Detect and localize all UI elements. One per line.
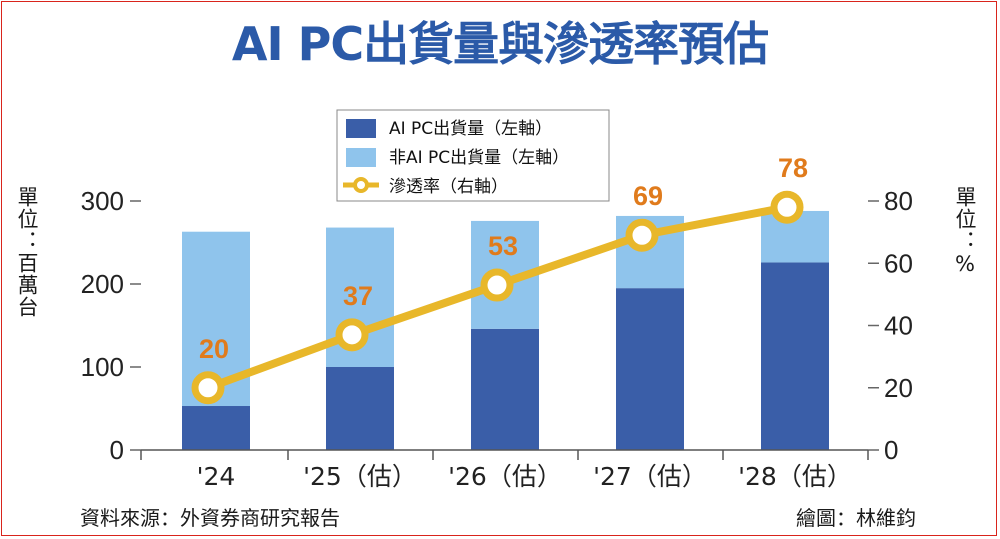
penetration-value-label: 37 bbox=[343, 281, 373, 311]
right-tick-label: 0 bbox=[884, 435, 898, 465]
penetration-value-label: 69 bbox=[633, 181, 663, 211]
left-tick-label: 300 bbox=[81, 186, 124, 216]
left-axis: 0 100 200 300 bbox=[81, 186, 141, 465]
right-axis-label: 單位：% bbox=[953, 186, 977, 277]
chart-title: AI PC出貨量與滲透率預估 bbox=[231, 17, 769, 71]
credit-note: 繪圖：林維鈞 bbox=[796, 506, 916, 530]
penetration-value-label: 20 bbox=[199, 334, 229, 364]
x-category-label: '25（估） bbox=[303, 462, 417, 491]
legend-swatch-non-ai-pc bbox=[346, 148, 376, 167]
legend: AI PC出貨量（左軸） 非AI PC出貨量（左軸） 滲透率（右軸） bbox=[336, 109, 610, 202]
bar-ai-pc bbox=[761, 262, 829, 450]
left-tick-label: 100 bbox=[81, 352, 124, 382]
legend-label: 滲透率（右軸） bbox=[389, 177, 508, 197]
penetration-marker bbox=[480, 268, 514, 302]
left-tick-label: 0 bbox=[110, 435, 124, 465]
penetration-value-label: 78 bbox=[778, 153, 808, 183]
right-tick-label: 20 bbox=[884, 373, 913, 403]
x-axis: '24 '25（估） '26（估） '27（估） '28（估） bbox=[140, 450, 869, 491]
right-tick-label: 60 bbox=[884, 248, 913, 278]
source-note: 資料來源：外資券商研究報告 bbox=[80, 506, 340, 530]
penetration-marker bbox=[335, 318, 369, 352]
penetration-line: 20 37 53 69 78 bbox=[191, 153, 808, 405]
bar-ai-pc bbox=[616, 288, 684, 450]
right-tick-label: 40 bbox=[884, 311, 913, 341]
right-axis: 0 20 40 60 80 bbox=[868, 186, 913, 465]
penetration-marker bbox=[191, 371, 225, 405]
penetration-value-label: 53 bbox=[488, 231, 518, 261]
penetration-marker bbox=[625, 218, 659, 252]
legend-box bbox=[336, 109, 610, 202]
legend-swatch-ai-pc bbox=[346, 119, 376, 138]
legend-label: 非AI PC出貨量（左軸） bbox=[389, 148, 569, 168]
legend-label: AI PC出貨量（左軸） bbox=[389, 119, 552, 139]
right-tick-label: 80 bbox=[884, 186, 913, 216]
legend-swatch-marker bbox=[353, 177, 369, 193]
bar-ai-pc bbox=[471, 328, 539, 450]
bar-ai-pc bbox=[326, 367, 394, 450]
penetration-marker bbox=[770, 190, 804, 224]
x-category-label: '26（估） bbox=[448, 462, 562, 491]
x-category-label: '27（估） bbox=[593, 462, 707, 491]
left-tick-label: 200 bbox=[81, 269, 124, 299]
x-category-label: '28（估） bbox=[738, 462, 852, 491]
x-category-label: '24 bbox=[197, 462, 236, 491]
left-axis-label: 單位：百萬台 bbox=[15, 186, 39, 318]
bar-ai-pc bbox=[182, 406, 250, 450]
